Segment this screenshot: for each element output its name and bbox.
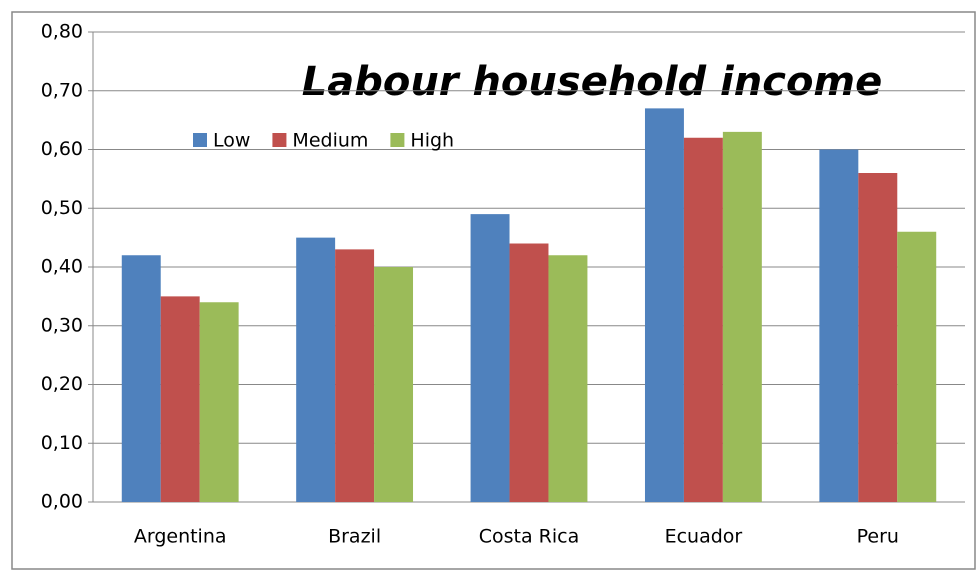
legend-label: Medium [292,130,368,152]
bar [858,173,898,502]
bar [470,214,510,502]
bar [644,108,684,502]
y-tick-label: 0,30 [41,314,83,336]
bar [335,249,375,502]
x-tick-label: Brazil [328,526,381,548]
legend-swatch [390,133,405,147]
y-tick-label: 0,50 [41,197,83,219]
bar [683,137,723,502]
y-tick-label: 0,40 [41,256,83,278]
x-tick-label: Costa Rica [479,526,580,548]
y-tick-label: 0,00 [41,491,83,513]
chart-title: Labour household income [302,59,883,105]
y-tick-label: 0,80 [41,21,83,43]
bar [897,231,937,502]
legend-swatch [193,133,207,147]
bar [296,237,336,502]
bar [121,255,161,502]
y-tick-label: 0,10 [41,432,83,454]
bar [509,243,549,502]
x-tick-label: Argentina [134,526,227,548]
bar [374,267,414,502]
legend-label: High [410,130,454,152]
bar [160,296,200,502]
x-tick-label: Peru [857,526,899,548]
y-tick-label: 0,20 [41,373,83,395]
legend-label: Low [213,130,250,152]
bar [819,149,859,502]
legend-swatch [272,133,287,147]
x-tick-label: Ecuador [665,526,743,548]
bar [199,302,239,502]
bar [722,131,762,502]
bar [548,255,588,502]
y-tick-label: 0,60 [41,138,83,160]
y-tick-label: 0,70 [41,79,83,101]
